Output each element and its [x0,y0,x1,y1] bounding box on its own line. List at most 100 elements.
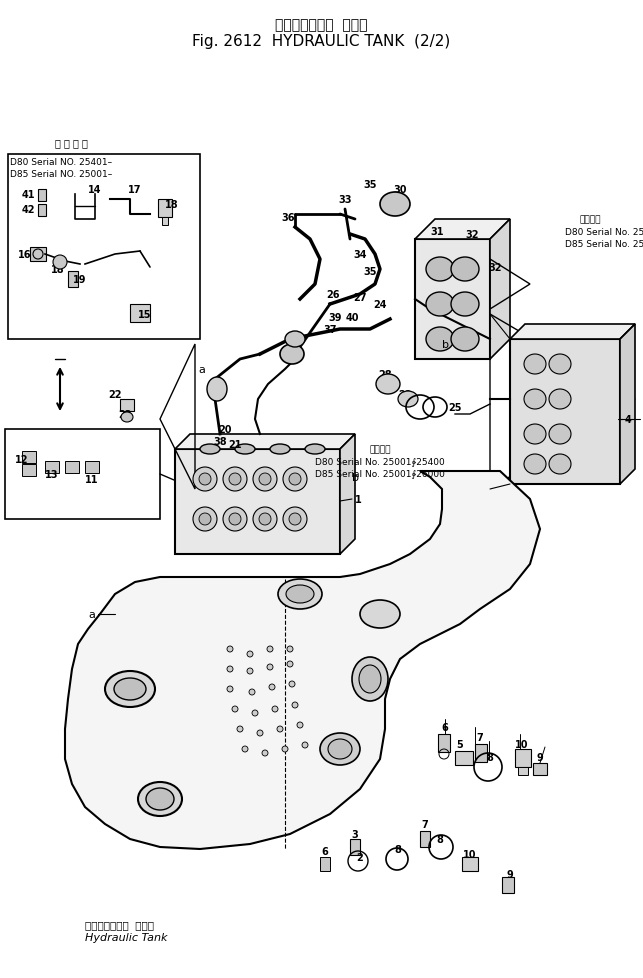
Text: ハイドロリック  タンク: ハイドロリック タンク [275,18,367,32]
Circle shape [259,473,271,485]
Text: 12: 12 [15,455,28,465]
Circle shape [302,742,308,748]
Text: 20: 20 [218,424,231,434]
Circle shape [223,508,247,531]
Bar [438,734,450,752]
Circle shape [272,706,278,712]
Bar [68,272,78,288]
Circle shape [232,706,238,712]
Ellipse shape [360,600,400,628]
Bar [475,744,487,762]
Text: 10: 10 [515,739,529,749]
Ellipse shape [200,445,220,455]
Text: 15: 15 [138,310,152,320]
Ellipse shape [305,445,325,455]
Text: D80 Serial NO. 25401–: D80 Serial NO. 25401– [10,157,112,167]
Bar [518,767,528,776]
Polygon shape [340,434,355,555]
Ellipse shape [270,445,290,455]
Ellipse shape [549,355,571,375]
Text: 39: 39 [328,313,341,323]
Text: 4: 4 [625,415,632,424]
Bar [8,155,200,339]
Text: D85 Serial NO. 25001–: D85 Serial NO. 25001– [10,170,113,179]
Text: 32: 32 [466,230,479,240]
Ellipse shape [426,258,454,282]
Bar [510,339,620,484]
Text: 14: 14 [88,185,102,195]
Text: 6: 6 [322,846,329,856]
Circle shape [283,508,307,531]
Bar [22,465,36,476]
Circle shape [282,746,288,752]
Ellipse shape [328,739,352,759]
Bar [22,452,36,464]
Circle shape [283,467,307,492]
Text: 3: 3 [352,829,358,839]
Circle shape [257,731,263,736]
Bar [502,877,514,893]
Bar [45,462,59,473]
Ellipse shape [114,679,146,700]
Ellipse shape [426,292,454,317]
Ellipse shape [286,586,314,603]
Ellipse shape [524,455,546,474]
Ellipse shape [426,328,454,352]
Text: 41: 41 [22,190,35,200]
Text: D80 Serial No. 25001∲25400: D80 Serial No. 25001∲25400 [565,227,643,237]
Circle shape [292,702,298,708]
Text: 38: 38 [213,436,227,447]
Bar [515,749,531,767]
Circle shape [199,513,211,525]
Circle shape [277,727,283,733]
Circle shape [289,513,301,525]
Polygon shape [175,434,355,450]
Circle shape [242,746,248,752]
Circle shape [252,710,258,716]
Bar [162,218,168,226]
Text: 24: 24 [373,299,386,310]
Text: 10: 10 [463,849,476,859]
Ellipse shape [352,657,388,701]
Circle shape [247,651,253,657]
Ellipse shape [451,258,479,282]
Circle shape [193,508,217,531]
Ellipse shape [549,455,571,474]
Circle shape [223,467,247,492]
Ellipse shape [549,389,571,410]
Circle shape [287,646,293,652]
Polygon shape [510,325,635,339]
Text: 17: 17 [128,185,141,195]
Text: 27: 27 [353,292,367,302]
Text: 23: 23 [118,410,132,420]
Ellipse shape [451,328,479,352]
Text: 28: 28 [378,370,392,379]
Text: ハイドロリック  タンク: ハイドロリック タンク [85,919,154,929]
Text: 25: 25 [448,403,462,413]
Bar [320,857,330,871]
Text: 適 用 号 等: 適 用 号 等 [55,138,88,148]
Bar [420,831,430,847]
Bar [455,751,473,765]
Bar [533,763,547,776]
Text: 8: 8 [437,834,444,844]
Text: 7: 7 [422,820,428,829]
Ellipse shape [451,292,479,317]
Text: 32: 32 [488,263,502,273]
Ellipse shape [53,255,67,270]
Circle shape [237,727,243,733]
Text: 31: 31 [430,227,444,237]
Text: 35: 35 [363,180,377,190]
Circle shape [259,513,271,525]
Ellipse shape [285,332,305,347]
Text: Fig. 2612  HYDRAULIC TANK  (2/2): Fig. 2612 HYDRAULIC TANK (2/2) [192,34,450,49]
Text: D85 Serial No. 25001∲26000: D85 Serial No. 25001∲26000 [565,240,643,248]
Bar [65,462,79,473]
Circle shape [297,723,303,729]
Ellipse shape [105,671,155,707]
Ellipse shape [207,378,227,402]
Bar [30,247,46,262]
Ellipse shape [320,734,360,765]
Ellipse shape [524,424,546,445]
Text: D85 Serial No. 25001∲26000: D85 Serial No. 25001∲26000 [315,469,445,478]
